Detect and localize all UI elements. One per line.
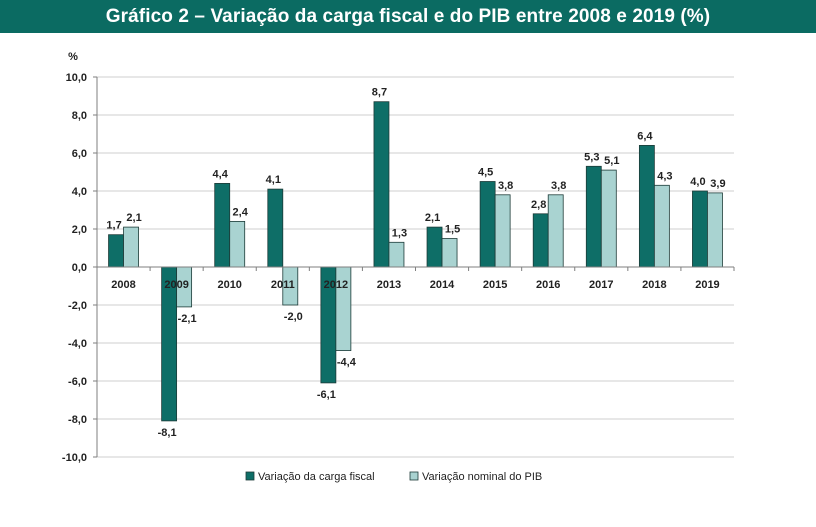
y-tick-label: -10,0 xyxy=(62,452,87,464)
chart-title-bar: Gráfico 2 – Variação da carga fiscal e d… xyxy=(0,0,816,33)
data-label: 5,3 xyxy=(584,151,599,163)
data-label: -2,0 xyxy=(284,311,303,323)
bar-carga-fiscal xyxy=(373,101,390,268)
x-tick-label: 2016 xyxy=(536,279,560,291)
y-tick-label: -6,0 xyxy=(68,376,87,388)
x-tick-label: 2015 xyxy=(483,279,507,291)
data-label: -4,4 xyxy=(337,357,357,369)
data-label: 2,1 xyxy=(126,212,141,224)
data-label: 3,8 xyxy=(551,180,566,192)
data-label: 1,7 xyxy=(106,220,121,232)
x-tick-label: 2008 xyxy=(111,279,135,291)
x-tick-label: 2012 xyxy=(324,279,348,291)
data-label: -8,1 xyxy=(158,427,177,439)
bar-carga-fiscal xyxy=(585,165,602,268)
data-label: 6,4 xyxy=(637,130,653,142)
x-tick-label: 2014 xyxy=(430,279,455,291)
data-label: 4,5 xyxy=(478,167,493,179)
y-tick-label: 4,0 xyxy=(72,186,87,198)
bar-carga-fiscal xyxy=(532,213,549,268)
x-tick-label: 2010 xyxy=(217,279,241,291)
y-tick-label: 2,0 xyxy=(72,224,87,236)
y-tick-label: 10,0 xyxy=(66,72,87,84)
bar-carga-fiscal xyxy=(267,188,284,268)
data-label: 5,1 xyxy=(604,155,619,167)
bar-carga-fiscal xyxy=(214,182,231,268)
chart-title: Gráfico 2 – Variação da carga fiscal e d… xyxy=(105,5,711,27)
data-label: -6,1 xyxy=(317,389,336,401)
y-tick-label: -8,0 xyxy=(68,414,87,426)
y-tick-label: 8,0 xyxy=(72,110,87,122)
bar-pib xyxy=(441,238,458,268)
legend-label-pib: Variação nominal do PIB xyxy=(422,471,542,483)
data-label: 8,7 xyxy=(372,87,387,99)
data-label: 3,8 xyxy=(498,180,513,192)
y-tick-label: 0,0 xyxy=(72,262,87,274)
bar-carga-fiscal xyxy=(638,144,655,268)
bar-pib xyxy=(494,194,511,268)
x-tick-label: 2018 xyxy=(642,279,666,291)
y-tick-label: 6,0 xyxy=(72,148,87,160)
data-label: 2,8 xyxy=(531,199,546,211)
legend-label-carga-fiscal: Variação da carga fiscal xyxy=(258,471,375,483)
bar-carga-fiscal xyxy=(108,234,124,268)
data-label: 1,3 xyxy=(392,227,407,239)
data-label: 4,3 xyxy=(657,170,672,182)
bar-carga-fiscal xyxy=(692,190,708,268)
data-label: 4,4 xyxy=(213,168,229,180)
data-label: 1,5 xyxy=(445,224,460,236)
data-label: 2,4 xyxy=(233,206,249,218)
x-tick-label: 2019 xyxy=(695,279,719,291)
data-label: -2,1 xyxy=(178,313,197,325)
x-tick-label: 2017 xyxy=(589,279,613,291)
y-tick-label: -2,0 xyxy=(68,300,87,312)
y-tick-label: -4,0 xyxy=(68,338,87,350)
y-axis-label: % xyxy=(68,51,78,63)
legend-swatch-carga-fiscal xyxy=(245,471,255,481)
bar-carga-fiscal xyxy=(479,181,496,268)
x-tick-label: 2013 xyxy=(377,279,401,291)
legend-swatch-pib xyxy=(409,471,419,481)
data-label: 2,1 xyxy=(425,212,440,224)
bar-pib xyxy=(547,194,564,268)
data-label: 3,9 xyxy=(710,178,725,190)
x-tick-label: 2011 xyxy=(271,279,295,291)
bar-pib xyxy=(388,241,405,268)
bar-pib xyxy=(600,169,617,268)
bar-carga-fiscal xyxy=(426,226,443,268)
data-label: 4,1 xyxy=(266,174,281,186)
x-tick-label: 2009 xyxy=(164,279,188,291)
bar-pib xyxy=(707,192,723,268)
bar-pib xyxy=(123,226,139,268)
bar-pib xyxy=(229,220,246,268)
data-label: 4,0 xyxy=(690,176,705,188)
bar-pib xyxy=(653,184,670,268)
